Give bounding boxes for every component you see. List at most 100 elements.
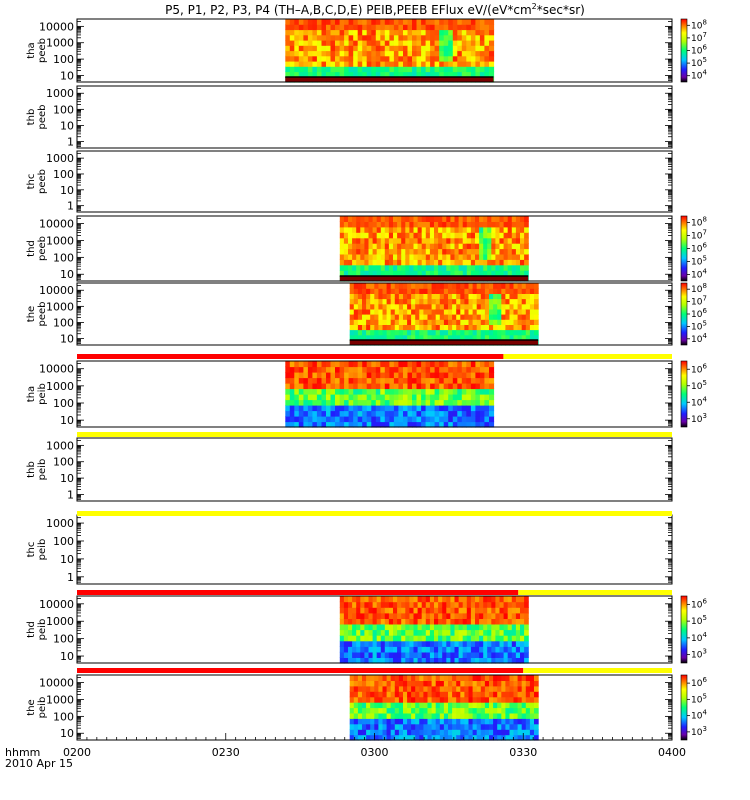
mode-segment	[77, 432, 672, 437]
colorbar-label: 106	[691, 44, 707, 57]
panel-frame	[76, 514, 673, 585]
y-tick-label: 1000	[46, 380, 74, 393]
panel-frame	[76, 215, 673, 282]
heatmap-tha-peib	[285, 361, 495, 428]
colorbar-label: 104	[691, 332, 707, 345]
y-tick-label: 1000	[46, 37, 74, 50]
y-tick-label: 10	[60, 727, 74, 740]
y-tick-label: 10000	[39, 598, 74, 611]
y-label-instrument: peeb	[37, 169, 48, 194]
x-tick-label: 0230	[212, 746, 240, 759]
colorbar-thd-peib: 103 104 105 106	[680, 595, 707, 664]
y-tick-label: 10	[60, 119, 74, 132]
mode-bar-4	[77, 590, 672, 595]
colorbar-label: 105	[691, 379, 707, 392]
y-tick-label: 1000	[46, 152, 74, 165]
panel-frame	[76, 18, 673, 83]
y-tick-label: 100	[53, 710, 74, 723]
y-tick-label: 10000	[39, 363, 74, 376]
mode-segment	[518, 590, 672, 595]
y-tick-label: 1000	[46, 300, 74, 313]
panel-frame	[76, 595, 673, 664]
y-tick-label: 100	[53, 168, 74, 181]
colorbar-label: 104	[691, 395, 707, 408]
y-tick-label: 10	[60, 553, 74, 566]
panel-frame	[76, 360, 673, 428]
mode-bar-1	[77, 354, 672, 359]
colorbar-label: 108	[691, 216, 707, 229]
y-tick-label: 10	[60, 472, 74, 485]
title-main: P5, P1, P2, P3, P4 (TH–A,B,C,D,E) PEIB,P…	[165, 3, 532, 17]
y-tick-label: 100	[53, 251, 74, 264]
colorbar-label: 106	[691, 242, 707, 255]
heatmap-the-peib	[349, 675, 539, 741]
y-tick-label: 10000	[39, 677, 74, 690]
heatmap-thd-peib	[339, 596, 529, 664]
mode-segment	[523, 668, 672, 673]
y-tick-label: 1000	[46, 693, 74, 706]
x-tick-label: 0330	[509, 746, 537, 759]
colorbar-label: 104	[691, 69, 707, 82]
y-tick-label: 1	[67, 200, 74, 213]
mode-bar-5	[77, 668, 672, 673]
colorbar-label: 107	[691, 295, 707, 308]
figure-title: P5, P1, P2, P3, P4 (TH–A,B,C,D,E) PEIB,P…	[165, 2, 585, 17]
y-tick-label: 1000	[46, 615, 74, 628]
y-label-instrument: peeb	[37, 236, 48, 261]
x-tick-label: 0400	[658, 746, 686, 759]
mode-bar-2	[77, 432, 672, 437]
panel-frame	[76, 85, 673, 149]
mode-bar-3	[77, 511, 672, 516]
y-label-instrument: peib	[37, 539, 48, 561]
y-label-probe: thb	[26, 461, 37, 478]
y-label-probe: thb	[26, 109, 37, 126]
colorbar-label: 103	[691, 412, 707, 425]
colorbar-label: 106	[691, 676, 707, 689]
mode-bars-layer	[77, 354, 672, 673]
date-label: 2010 Apr 15	[5, 757, 73, 770]
y-label-instrument: peeb	[37, 38, 48, 63]
colorbar-label: 105	[691, 255, 707, 268]
y-tick-label: 10000	[39, 284, 74, 297]
y-label-instrument: peib	[37, 619, 48, 641]
colorbar-label: 106	[691, 362, 707, 375]
y-label-probe: thd	[26, 240, 37, 257]
panel-frame	[76, 282, 673, 346]
y-label-instrument: peeb	[37, 105, 48, 130]
colorbar-label: 107	[691, 229, 707, 242]
y-label-probe: thd	[26, 621, 37, 638]
y-tick-label: 1000	[46, 87, 74, 100]
y-tick-label: 1	[67, 571, 74, 584]
y-tick-label: 10	[60, 414, 74, 427]
colorbar-label: 103	[691, 648, 707, 661]
y-label-probe: thc	[26, 174, 37, 190]
panel-frame	[76, 437, 673, 502]
y-tick-label: 10000	[39, 218, 74, 231]
y-tick-label: 1	[67, 488, 74, 501]
y-tick-label: 1000	[46, 517, 74, 530]
panel-thc-peeb: 1 10 100 1000 thc peeb	[26, 150, 673, 213]
heatmap-the-peeb	[349, 283, 539, 346]
panel-frame	[76, 150, 673, 213]
colorbar-the-peib: 103 104 105 106	[680, 674, 707, 741]
colorbar-tha-peib: 103 104 105 106	[680, 360, 707, 428]
time-format-label: hhmm	[5, 746, 40, 759]
colorbar-label: 108	[691, 282, 707, 295]
mode-segment	[77, 668, 524, 673]
y-label-probe: the	[26, 306, 37, 322]
y-tick-label: 100	[53, 397, 74, 410]
x-axis: 0200 0230 0300 0330 0400	[63, 733, 686, 759]
colorbar-label: 104	[691, 709, 707, 722]
y-tick-label: 100	[53, 103, 74, 116]
colorbar-label: 103	[691, 725, 707, 738]
y-tick-label: 100	[53, 316, 74, 329]
heatmap-tha-peeb	[285, 19, 495, 83]
colorbar-label: 105	[691, 614, 707, 627]
y-label-probe: thc	[26, 542, 37, 558]
